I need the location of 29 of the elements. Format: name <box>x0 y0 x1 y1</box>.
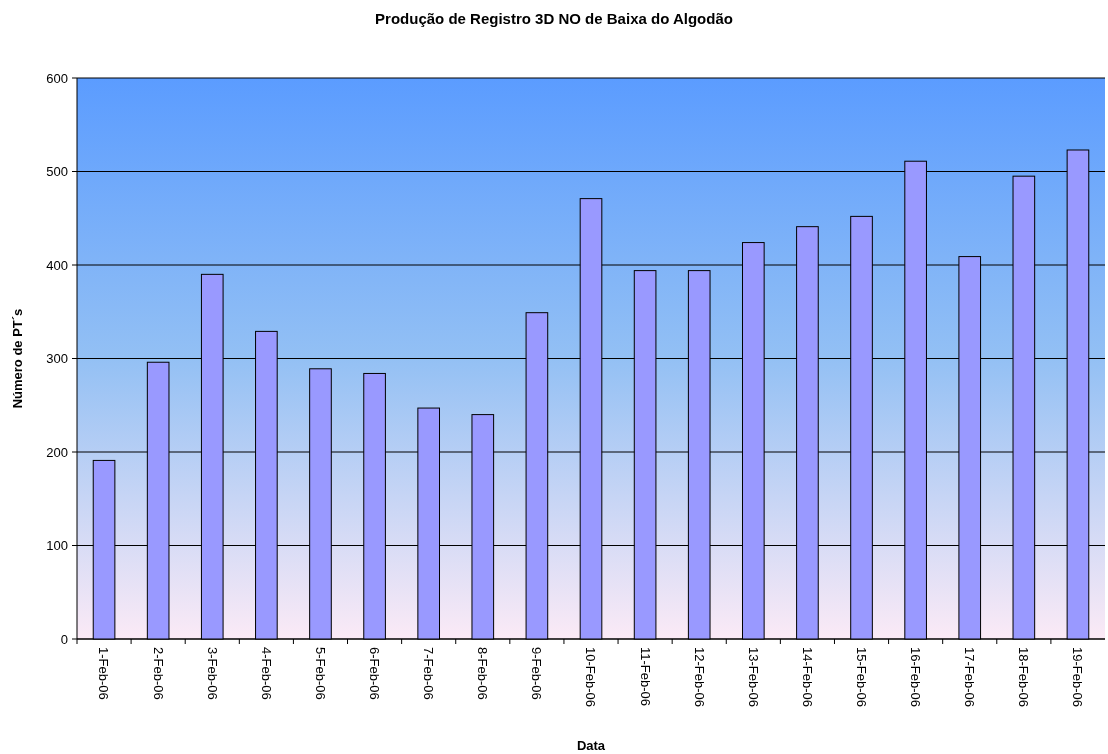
x-tick-label: 18-Feb-06 <box>1016 647 1032 707</box>
y-tick-label: 200 <box>46 444 68 460</box>
y-axis-title: Número de PT´s <box>10 308 25 409</box>
x-tick-label: 1-Feb-06 <box>96 647 112 700</box>
x-tick-label: 19-Feb-06 <box>1070 647 1086 707</box>
x-tick-label: 16-Feb-06 <box>908 647 924 707</box>
x-tick-label: 9-Feb-06 <box>529 647 545 700</box>
x-tick-label: 14-Feb-06 <box>799 647 815 707</box>
y-tick-label: 400 <box>46 257 68 273</box>
x-tick-label: 12-Feb-06 <box>691 647 707 707</box>
x-axis-title: Data <box>576 738 606 753</box>
x-tick-label: 6-Feb-06 <box>367 647 383 700</box>
x-tick-label: 2-Feb-06 <box>150 647 166 700</box>
x-tick-label: 17-Feb-06 <box>962 647 978 707</box>
y-tick-label: 0 <box>60 631 68 647</box>
chart-title: Produção de Registro 3D NO de Baixa do Algodão <box>375 10 733 27</box>
y-tick-label: 300 <box>46 351 68 367</box>
y-tick-label: 600 <box>46 70 68 86</box>
x-tick-label: 11-Feb-06 <box>637 647 653 707</box>
x-tick-label: 3-Feb-06 <box>204 647 220 700</box>
x-tick-label: 4-Feb-06 <box>258 647 274 700</box>
y-tick-label: 500 <box>46 164 68 180</box>
x-tick-label: 5-Feb-06 <box>312 647 328 700</box>
y-tick-label: 100 <box>46 538 68 554</box>
x-tick-label: 8-Feb-06 <box>475 647 491 700</box>
x-tick-label: 10-Feb-06 <box>583 647 599 707</box>
x-tick-label: 13-Feb-06 <box>745 647 761 707</box>
x-tick-label: 15-Feb-06 <box>853 647 869 707</box>
x-tick-label: 7-Feb-06 <box>421 647 437 700</box>
